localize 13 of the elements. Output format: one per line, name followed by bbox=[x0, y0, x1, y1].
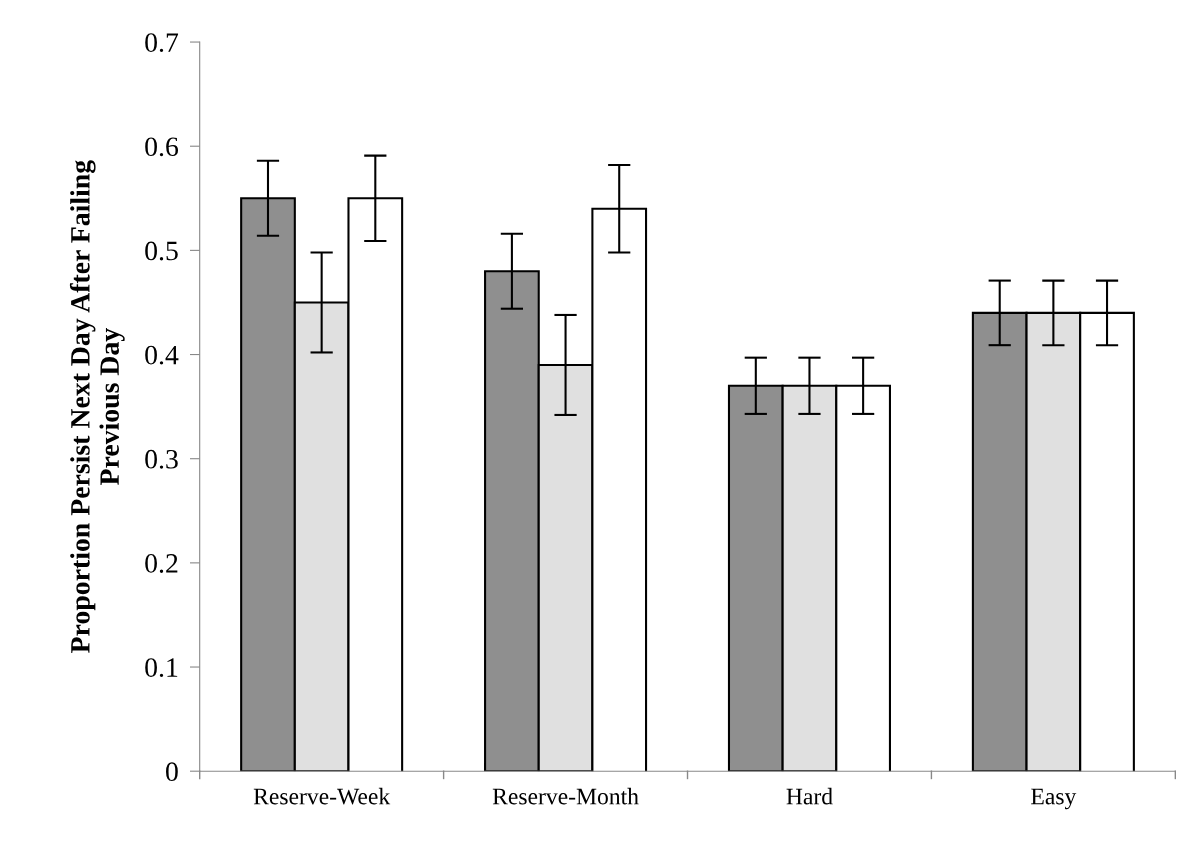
y-tick-label: 0.5 bbox=[145, 241, 178, 261]
x-tick-label: Reserve-Week bbox=[253, 787, 391, 805]
x-tick-label: Hard bbox=[786, 787, 833, 805]
y-tick-label: 0.1 bbox=[145, 658, 178, 678]
y-tick-label: 0.3 bbox=[145, 449, 178, 469]
y-axis-title: Proportion Persist Next Day After Failing Previous Day bbox=[69, 160, 125, 653]
y-tick-label: 0.2 bbox=[145, 554, 178, 573]
x-tick-label: Easy bbox=[1031, 788, 1077, 810]
x-tick-label: Reserve-Month bbox=[492, 787, 639, 805]
y-tick-label: 0 bbox=[166, 762, 178, 782]
y-tick-label: 0.4 bbox=[145, 345, 179, 365]
y-tick-label: 0.6 bbox=[145, 137, 179, 157]
y-tick-label: 0.7 bbox=[145, 33, 179, 53]
